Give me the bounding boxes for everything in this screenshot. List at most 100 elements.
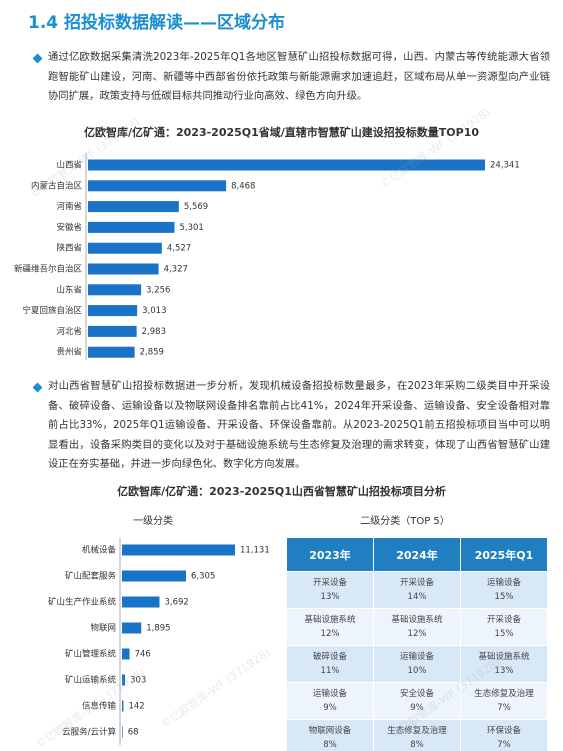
category-label: 新疆维吾尔自治区 [14, 264, 83, 275]
category-label: 矿山生产作业系统 [48, 597, 117, 608]
item-name: 生态修复及治理 [387, 726, 447, 736]
value-label: 303 [130, 676, 146, 686]
table-row: 基础设施系统 12% 基础设施系统 12% 开采设备 15% [286, 608, 548, 646]
item-share: 14% [407, 592, 427, 602]
table-cell: 运输设备 10% [373, 645, 461, 683]
value-label: 2,983 [142, 327, 166, 337]
item-share: 15% [494, 592, 514, 602]
item-share: 9% [410, 703, 424, 713]
table-row: 物联网设备 8% 生态修复及治理 8% 环保设备 7% [286, 719, 548, 751]
item-name: 运输设备 [312, 689, 347, 699]
category-label: 陕西省 [56, 243, 82, 254]
table-cell: 破碎设备 11% [286, 645, 374, 683]
table-cell: 物联网设备 8% [286, 719, 374, 751]
item-name: 安全设备 [399, 689, 434, 699]
item-share: 8% [410, 740, 424, 750]
item-name: 物联网设备 [308, 726, 352, 736]
paragraph: 通过亿欧数据采集清洗2023年-2025年Q1各地区智慧矿山招投标数据可得，山西… [48, 51, 550, 102]
table-cell: 开采设备 14% [373, 571, 461, 609]
table-cell: 基础设施系统 12% [373, 608, 461, 646]
value-label: 24,341 [490, 161, 520, 171]
bar [122, 674, 126, 686]
bar [122, 648, 130, 660]
item-share: 12% [320, 629, 340, 639]
chart-title: 亿欧智库/亿矿通：2023-2025Q1山西省智慧矿山招投标项目分析 [117, 485, 446, 498]
category-label: 河南省 [56, 201, 82, 212]
item-share: 7% [497, 703, 511, 713]
value-label: 4,327 [164, 265, 188, 275]
item-share: 13% [494, 666, 514, 676]
category-label: 机械设备 [82, 545, 117, 556]
value-label: 3,692 [164, 598, 188, 608]
paragraph: 对山西省智慧矿山招投标数据进一步分析，发现机械设备招投标数量最多，在2023年采… [48, 380, 550, 470]
subtitle: 二级分类（TOP 5） [360, 516, 450, 527]
category-label: 河北省 [56, 326, 82, 337]
table-cell: 生态修复及治理 8% [373, 719, 461, 751]
chart-title: 亿欧智库/亿矿通：2023-2025Q1省域/直辖市智慧矿山建设招投标数量TOP… [83, 126, 480, 139]
table-cell: 基础设施系统 12% [286, 608, 374, 646]
value-label: 746 [135, 650, 151, 660]
column-header: 2025年Q1 [460, 537, 548, 572]
value-label: 8,468 [231, 181, 255, 191]
item-name: 基础设施系统 [304, 615, 356, 625]
item-share: 12% [407, 629, 427, 639]
item-share: 8% [323, 740, 337, 750]
category-label: 矿山管理系统 [65, 649, 117, 660]
table-cell: 生态修复及治理 7% [460, 682, 548, 720]
category-label: 信息传输 [82, 701, 117, 712]
item-share: 9% [323, 703, 337, 713]
table-cell: 开采设备 15% [460, 608, 548, 646]
item-share: 7% [497, 740, 511, 750]
bar [88, 221, 175, 233]
category-label: 贵州省 [56, 347, 82, 358]
item-name: 破碎设备 [312, 652, 347, 662]
table-row: 破碎设备 11% 运输设备 10% 基础设施系统 13% [286, 645, 548, 683]
value-label: 3,256 [146, 285, 170, 295]
category-table: 2023年 2024年 2025年Q1 开采设备 13% 开采设备 14% 运输设备 15% 基础… [286, 537, 548, 751]
item-name: 生态修复及治理 [474, 689, 534, 699]
item-name: 运输设备 [486, 578, 521, 588]
value-label: 142 [128, 702, 144, 712]
value-label: 1,895 [146, 624, 170, 634]
item-name: 开采设备 [399, 578, 434, 588]
bar [88, 242, 162, 254]
bar [88, 346, 135, 358]
bar [88, 180, 227, 192]
item-name: 开采设备 [486, 615, 521, 625]
category-label: 云服务/云计算 [62, 727, 116, 738]
item-share: 13% [320, 592, 340, 602]
item-name: 环保设备 [486, 726, 521, 736]
bar [88, 201, 179, 213]
section-title: 1.4 招投标数据解读——区域分布 [28, 13, 286, 33]
item-name: 基础设施系统 [391, 615, 443, 625]
item-share: 15% [494, 629, 514, 639]
category-label: 内蒙古自治区 [31, 180, 83, 191]
category-label: 矿山运输系统 [65, 675, 117, 686]
header-row: 2023年 2024年 2025年Q1 [286, 537, 548, 572]
bar [88, 305, 138, 317]
category-label: 安徽省 [56, 222, 82, 233]
table-cell: 运输设备 15% [460, 571, 548, 609]
item-share: 11% [320, 666, 340, 676]
bar [88, 159, 485, 171]
bar [122, 700, 124, 712]
bar [122, 596, 160, 608]
value-label: 5,569 [184, 202, 208, 212]
value-label: 3,013 [142, 306, 166, 316]
category-label: 矿山配套服务 [65, 571, 117, 582]
value-label: 11,131 [240, 546, 270, 556]
bar [122, 570, 187, 582]
bar [122, 726, 123, 738]
column-header: 2023年 [286, 537, 374, 572]
category-label: 山西省 [56, 160, 82, 171]
table-cell: 环保设备 7% [460, 719, 548, 751]
value-label: 2,859 [140, 348, 164, 358]
bar [88, 263, 159, 275]
column-header: 2024年 [373, 537, 461, 572]
bar [88, 325, 137, 337]
bar [88, 284, 142, 296]
table-row: 运输设备 9% 安全设备 9% 生态修复及治理 7% [286, 682, 548, 720]
value-label: 6,305 [191, 572, 215, 582]
table-cell: 运输设备 9% [286, 682, 374, 720]
